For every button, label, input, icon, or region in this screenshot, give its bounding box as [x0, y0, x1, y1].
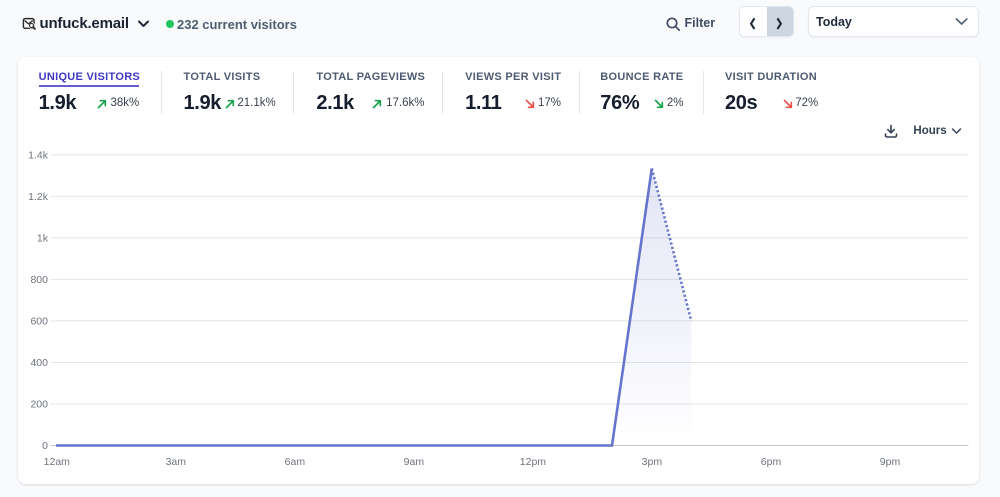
svg-text:1.2k: 1.2k: [28, 191, 49, 203]
svg-text:3pm: 3pm: [642, 456, 663, 468]
svg-text:1.4k: 1.4k: [28, 150, 49, 162]
svg-text:9pm: 9pm: [880, 456, 901, 468]
svg-text:6am: 6am: [285, 456, 306, 468]
svg-text:9am: 9am: [404, 456, 425, 468]
svg-text:0: 0: [42, 440, 48, 452]
svg-text:12pm: 12pm: [520, 456, 547, 468]
svg-text:800: 800: [30, 274, 48, 286]
svg-text:1k: 1k: [37, 233, 49, 245]
svg-text:400: 400: [30, 357, 48, 369]
svg-text:200: 200: [30, 399, 48, 411]
svg-text:600: 600: [30, 316, 48, 328]
svg-text:12am: 12am: [44, 456, 71, 468]
svg-text:3am: 3am: [166, 456, 187, 468]
svg-text:6pm: 6pm: [761, 456, 782, 468]
